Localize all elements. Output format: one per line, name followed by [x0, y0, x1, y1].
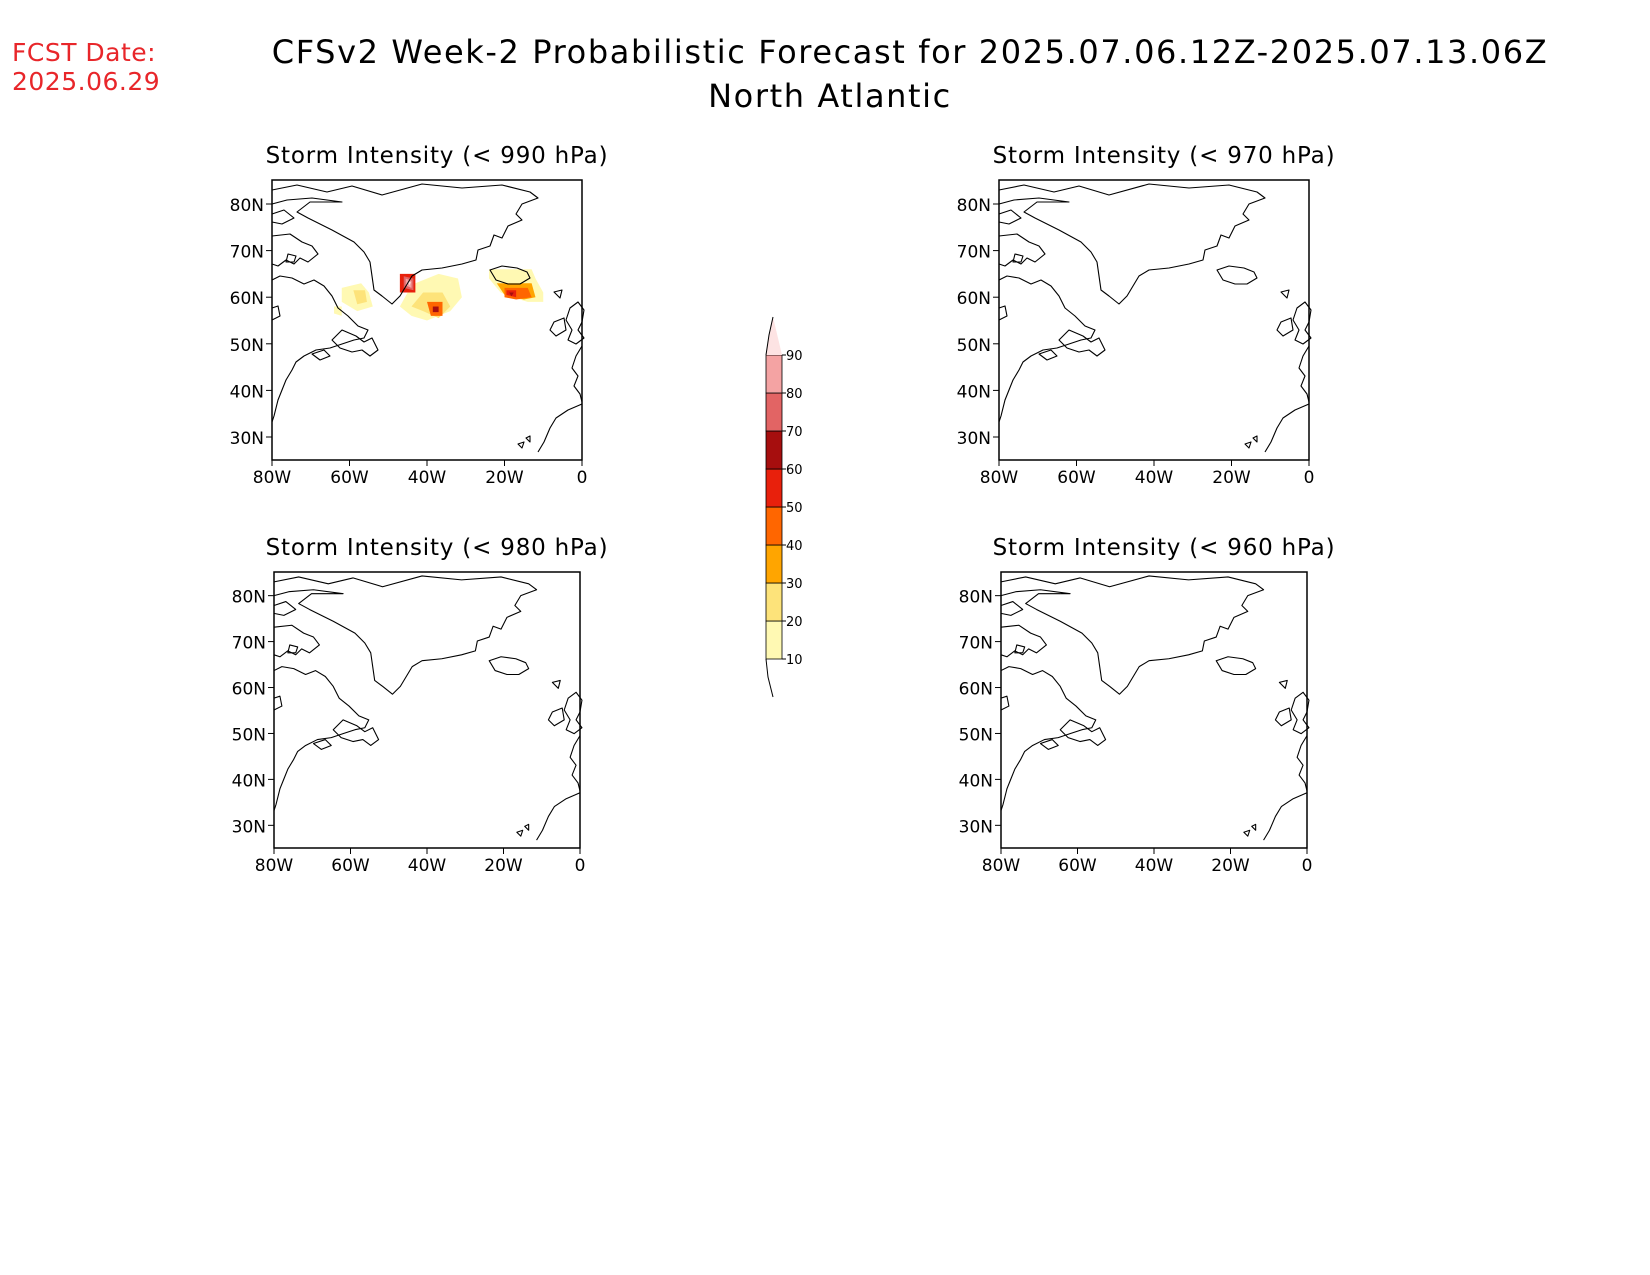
- lon-tick-label: 40W: [408, 856, 447, 876]
- iceland-south-prob-60: [509, 292, 514, 297]
- coastline: [998, 183, 1312, 453]
- page-title-block: CFSv2 Week-2 Probabilistic Forecast for …: [0, 30, 1650, 118]
- coastline: [1000, 575, 1310, 841]
- lat-tick-label: 30N: [230, 429, 264, 449]
- lat-tick-label: 30N: [957, 429, 991, 449]
- labrador-prob-core: [353, 290, 367, 305]
- lon-tick-label: 0: [575, 856, 586, 876]
- colorbar-label: 90: [786, 349, 803, 364]
- forecast-date-block: FCST Date: 2025.06.29: [12, 38, 160, 96]
- page-title: CFSv2 Week-2 Probabilistic Forecast for …: [271, 33, 1549, 71]
- map-panel-2: Storm Intensity (< 970 hPa) 80N 70N 60N 50N 4…: [957, 143, 1336, 488]
- lat-tick-label: 70N: [957, 243, 991, 263]
- map-frame: [1000, 571, 1308, 849]
- lat-tick-label: 50N: [957, 336, 991, 356]
- panel-title: Storm Intensity (< 980 hPa): [266, 535, 609, 561]
- colorbar-segment: [765, 468, 783, 508]
- lat-tick-label: 80N: [957, 196, 991, 216]
- coastline: [273, 575, 583, 841]
- map-frame: [998, 179, 1310, 461]
- lat-tick-label: 40N: [957, 382, 991, 402]
- lat-tick-label: 50N: [959, 725, 993, 745]
- colorbar-label: 40: [786, 539, 803, 554]
- colorbar-label: 20: [786, 615, 803, 630]
- lat-tick-label: 30N: [959, 817, 993, 837]
- colorbar-label: 30: [786, 577, 803, 592]
- forecast-date-label: FCST Date:: [12, 38, 157, 67]
- lon-tick-label: 80W: [255, 856, 294, 876]
- lon-tick-label: 20W: [485, 468, 524, 488]
- lon-tick-label: 60W: [1058, 856, 1097, 876]
- colorbar-segment: [765, 544, 783, 584]
- lat-tick-label: 80N: [230, 196, 264, 216]
- lon-tick-label: 80W: [253, 468, 292, 488]
- colorbar-label: 70: [786, 425, 803, 440]
- lat-tick-label: 50N: [232, 725, 266, 745]
- colorbar-label: 60: [786, 463, 803, 478]
- map-panel-3: Storm Intensity (< 980 hPa) 80N 70N 60N 50N 4…: [232, 535, 609, 876]
- lon-tick-label: 80W: [982, 856, 1021, 876]
- colorbar-lower-tip: [765, 658, 774, 698]
- lat-tick-label: 50N: [230, 336, 264, 356]
- lon-tick-label: 0: [1304, 468, 1315, 488]
- colorbar-segment: [765, 506, 783, 546]
- lat-tick-label: 80N: [232, 588, 266, 608]
- lat-tick-label: 60N: [232, 680, 266, 700]
- colorbar: 10 20 30 40 50 60 70 80 90: [765, 316, 803, 698]
- colorbar-label: 80: [786, 387, 803, 402]
- lat-tick-label: 40N: [232, 771, 266, 791]
- panel-title: Storm Intensity (< 960 hPa): [993, 535, 1336, 561]
- colorbar-segment: [765, 620, 783, 660]
- lon-tick-label: 0: [1302, 856, 1313, 876]
- lon-tick-label: 20W: [484, 856, 523, 876]
- lat-tick-label: 60N: [957, 289, 991, 309]
- map-panel-4: Storm Intensity (< 960 hPa) 80N 70N 60N 50N 4…: [959, 535, 1336, 876]
- colorbar-segment: [765, 354, 783, 394]
- map-frame: [273, 571, 581, 849]
- lat-tick-label: 70N: [959, 634, 993, 654]
- forecast-date-value: 2025.06.29: [12, 67, 161, 96]
- colorbar-segment: [765, 392, 783, 432]
- lon-tick-label: 0: [577, 468, 588, 488]
- panel-title: Storm Intensity (< 990 hPa): [266, 143, 609, 169]
- lon-tick-label: 60W: [1057, 468, 1096, 488]
- lat-tick-label: 40N: [230, 382, 264, 402]
- lon-tick-label: 40W: [1135, 856, 1174, 876]
- lat-tick-label: 60N: [959, 680, 993, 700]
- lon-tick-label: 80W: [980, 468, 1019, 488]
- colorbar-segment: [765, 430, 783, 470]
- lat-tick-label: 80N: [959, 588, 993, 608]
- lat-tick-label: 70N: [230, 243, 264, 263]
- colorbar-upper-tip: [766, 317, 782, 355]
- lat-tick-label: 40N: [959, 771, 993, 791]
- colorbar-upper-outline: [765, 316, 774, 356]
- lat-tick-label: 70N: [232, 634, 266, 654]
- lon-tick-label: 20W: [1211, 856, 1250, 876]
- colorbar-segment: [765, 582, 783, 622]
- colorbar-label: 50: [786, 501, 803, 516]
- page-subtitle: North Atlantic: [708, 77, 952, 115]
- probability-shading: [334, 269, 544, 321]
- lat-tick-label: 60N: [230, 289, 264, 309]
- panel-title: Storm Intensity (< 970 hPa): [993, 143, 1336, 169]
- lon-tick-label: 20W: [1212, 468, 1251, 488]
- colorbar-label: 10: [786, 653, 803, 668]
- lon-tick-label: 60W: [331, 856, 370, 876]
- lon-tick-label: 40W: [408, 468, 447, 488]
- lon-tick-label: 40W: [1135, 468, 1174, 488]
- map-panel-1: Storm Intensity (< 990 hPa) 80N 70N 60N 50N 4…: [230, 143, 609, 488]
- lat-tick-label: 30N: [232, 817, 266, 837]
- lon-tick-label: 60W: [330, 468, 369, 488]
- greenland-south-prob-60: [432, 306, 439, 313]
